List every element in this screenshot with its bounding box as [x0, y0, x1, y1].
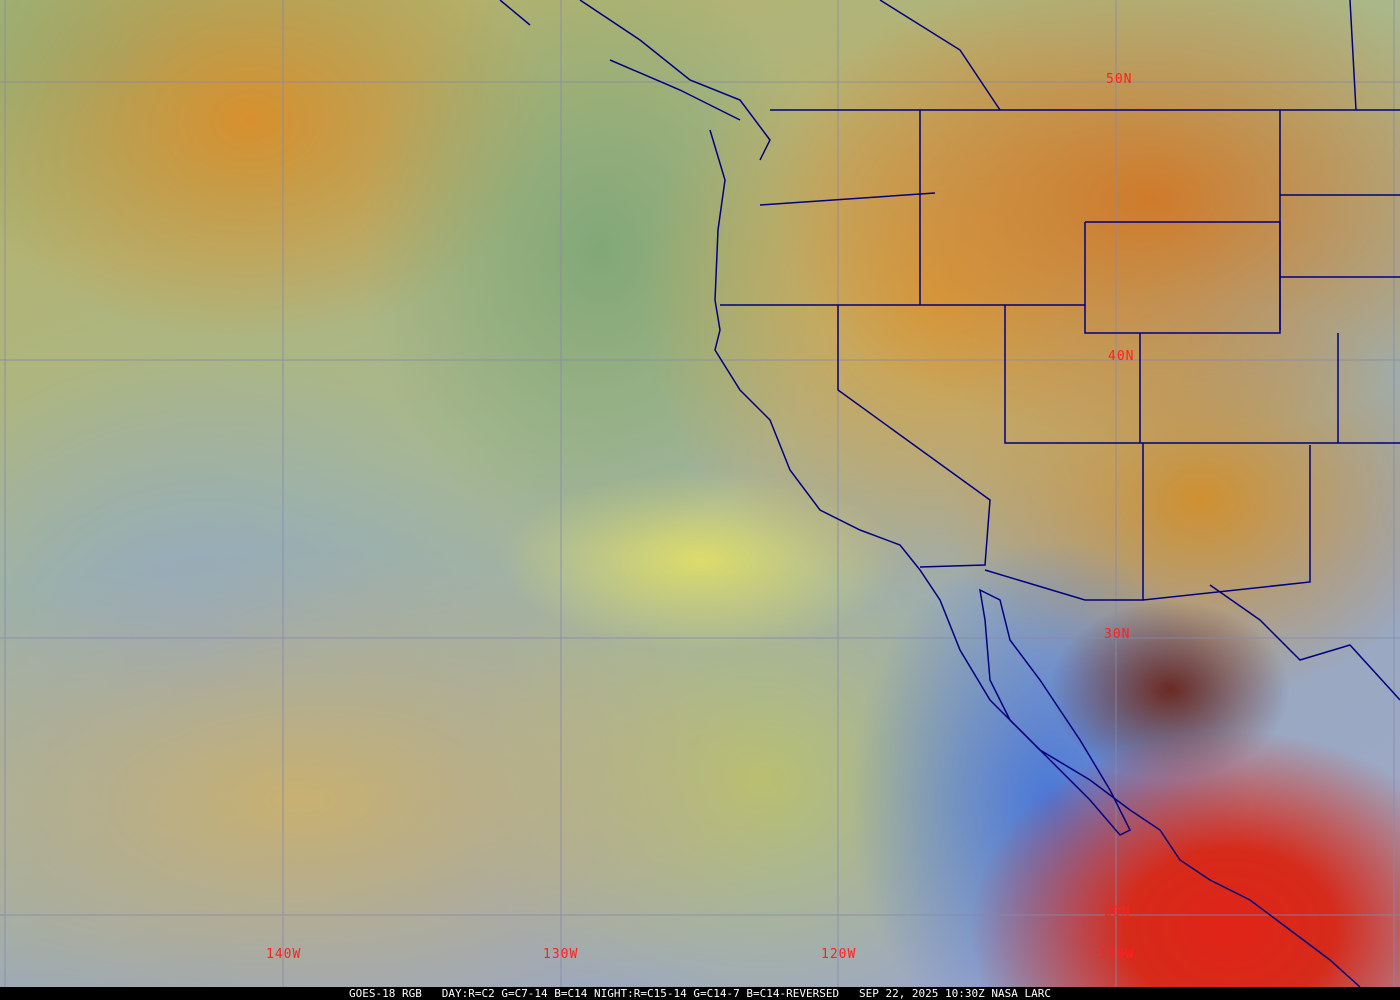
caption-timestamp: SEP 22, 2025 10:30Z NASA LARC — [858, 987, 1052, 1000]
longitude-label: 120W — [821, 947, 857, 962]
image-caption: GOES-18 RGB DAY:R=C2 G=C7-14 B=C14 NIGHT… — [0, 987, 1400, 1000]
latitude-label: 40N — [1108, 349, 1135, 364]
longitude-label: 140W — [266, 947, 302, 962]
latitude-label: 20N — [1104, 905, 1131, 920]
longitude-label: 110W — [1099, 947, 1135, 962]
latitude-label: 30N — [1104, 627, 1131, 642]
latitude-label: 50N — [1106, 72, 1133, 87]
longitude-label: 130W — [543, 947, 579, 962]
caption-recipe: DAY:R=C2 G=C7-14 B=C14 NIGHT:R=C15-14 G=… — [441, 987, 840, 1000]
caption-product: GOES-18 RGB — [348, 987, 422, 1000]
coastlines-and-borders — [499, 0, 1400, 988]
